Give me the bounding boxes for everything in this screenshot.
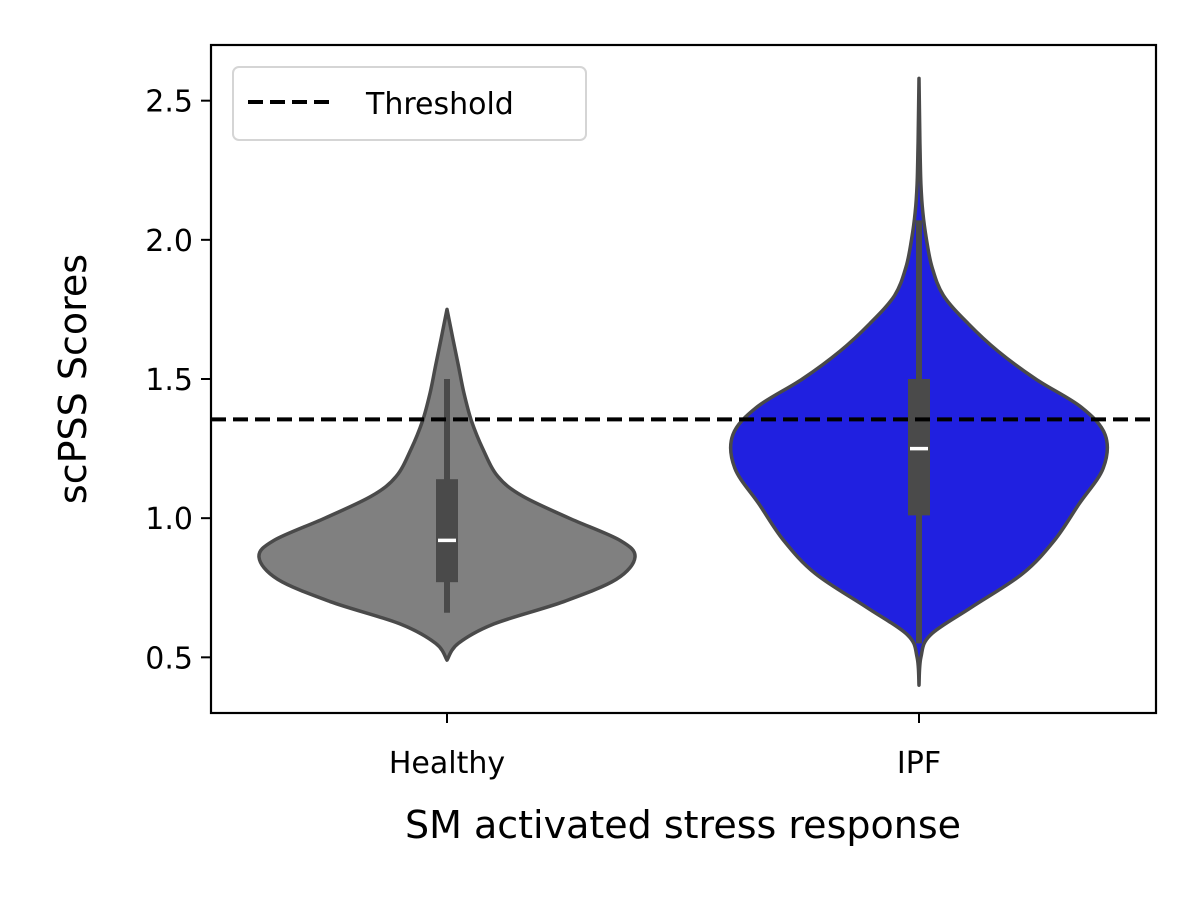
x-tick-label: IPF [897,746,941,781]
y-tick-label: 1.5 [145,363,193,398]
x-axis-title: SM activated stress response [405,803,961,847]
x-axis: Healthy IPF [389,713,941,781]
legend-threshold-label: Threshold [365,87,514,122]
y-tick-label: 2.5 [145,85,193,120]
violin-ipf [728,76,1110,687]
iqr-box-healthy [436,479,458,583]
y-tick-label: 2.0 [145,224,193,259]
y-axis: 0.5 1.0 1.5 2.0 2.5 [145,85,211,676]
x-tick-label: Healthy [389,746,505,781]
legend-box [232,66,587,141]
violins-layer [257,76,1110,687]
violin-healthy [257,307,637,662]
y-axis-title: scPSS Scores [51,254,95,504]
y-tick-label: 0.5 [145,641,193,676]
y-tick-label: 1.0 [145,502,193,537]
legend: Threshold [232,66,587,141]
